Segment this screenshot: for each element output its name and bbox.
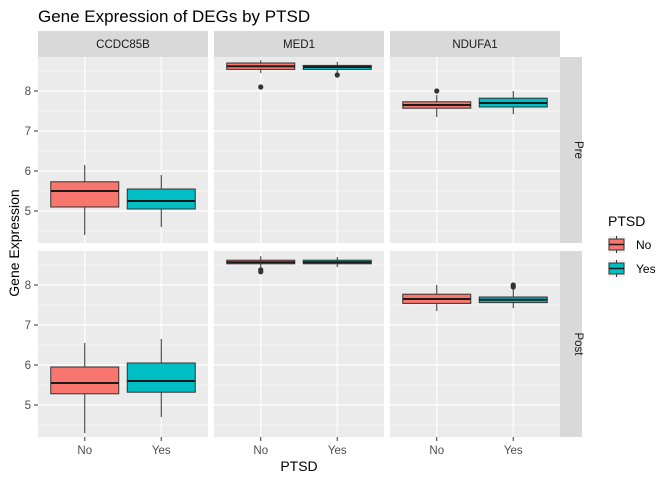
facet-panels: CCDC85B MED1 NDUFA1 Pre Post 5 6 7 8 5 6 7 8 No Yes No Y… bbox=[25, 31, 584, 457]
box-ccdc85b-post-no bbox=[50, 366, 120, 395]
panel-bg-pre-ccdc85b bbox=[38, 57, 208, 243]
x-tick-label: Yes bbox=[152, 445, 171, 457]
x-axis-title: PTSD bbox=[280, 458, 317, 474]
outlier-point-ndufa1-post-yes bbox=[510, 284, 516, 290]
facet-strip-ndufa1 bbox=[390, 31, 560, 57]
facet-label-post: Post bbox=[572, 332, 584, 356]
legend-key-no bbox=[608, 236, 625, 253]
outlier-point-ndufa1-pre-no bbox=[434, 88, 440, 94]
y-tick-label: 7 bbox=[25, 126, 31, 138]
facet-strip-ccdc85b bbox=[38, 31, 208, 57]
facet-label-pre: Pre bbox=[572, 141, 584, 159]
outlier-point-med1-pre-yes bbox=[334, 72, 340, 78]
legend-label-yes: Yes bbox=[636, 262, 656, 276]
y-tick-label: 8 bbox=[25, 86, 31, 98]
chart-title: Gene Expression of DEGs by PTSD bbox=[38, 7, 310, 26]
facet-strip-post bbox=[560, 251, 582, 437]
x-tick-label: Yes bbox=[504, 445, 523, 457]
outlier-point-med1-post-no bbox=[258, 269, 264, 275]
facet-label-med1: MED1 bbox=[283, 39, 315, 51]
box-ccdc85b-post-yes bbox=[126, 362, 196, 393]
y-axis-title: Gene Expression bbox=[6, 189, 22, 296]
panel-bg-pre-ndufa1 bbox=[390, 57, 560, 243]
facet-strip-pre bbox=[560, 57, 582, 243]
outlier-point-med1-pre-no bbox=[258, 84, 264, 90]
panel-bg-post-ccdc85b bbox=[38, 251, 208, 437]
y-tick-label: 6 bbox=[25, 360, 31, 372]
facet-label-ccdc85b: CCDC85B bbox=[96, 39, 150, 51]
legend-title: PTSD bbox=[608, 213, 645, 229]
facet-label-ndufa1: NDUFA1 bbox=[452, 39, 497, 51]
panel-bg-post-med1 bbox=[214, 251, 384, 437]
legend: PTSD No Yes bbox=[608, 213, 656, 277]
box-ccdc85b-pre-no bbox=[50, 181, 120, 208]
box-ccdc85b-pre-yes bbox=[126, 188, 196, 210]
y-tick-label: 8 bbox=[25, 280, 31, 292]
x-tick-label: No bbox=[429, 445, 444, 457]
y-tick-label: 7 bbox=[25, 320, 31, 332]
x-tick-label: Yes bbox=[328, 445, 347, 457]
legend-key-yes bbox=[608, 260, 625, 277]
panel-bg-pre-med1 bbox=[214, 57, 384, 243]
x-tick-label: No bbox=[253, 445, 268, 457]
x-tick-label: No bbox=[77, 445, 92, 457]
panel-bg-post-ndufa1 bbox=[390, 251, 560, 437]
legend-label-no: No bbox=[636, 238, 652, 252]
y-tick-label: 6 bbox=[25, 166, 31, 178]
y-tick-label: 5 bbox=[25, 206, 31, 218]
y-tick-label: 5 bbox=[25, 400, 31, 412]
facet-strip-med1 bbox=[214, 31, 384, 57]
